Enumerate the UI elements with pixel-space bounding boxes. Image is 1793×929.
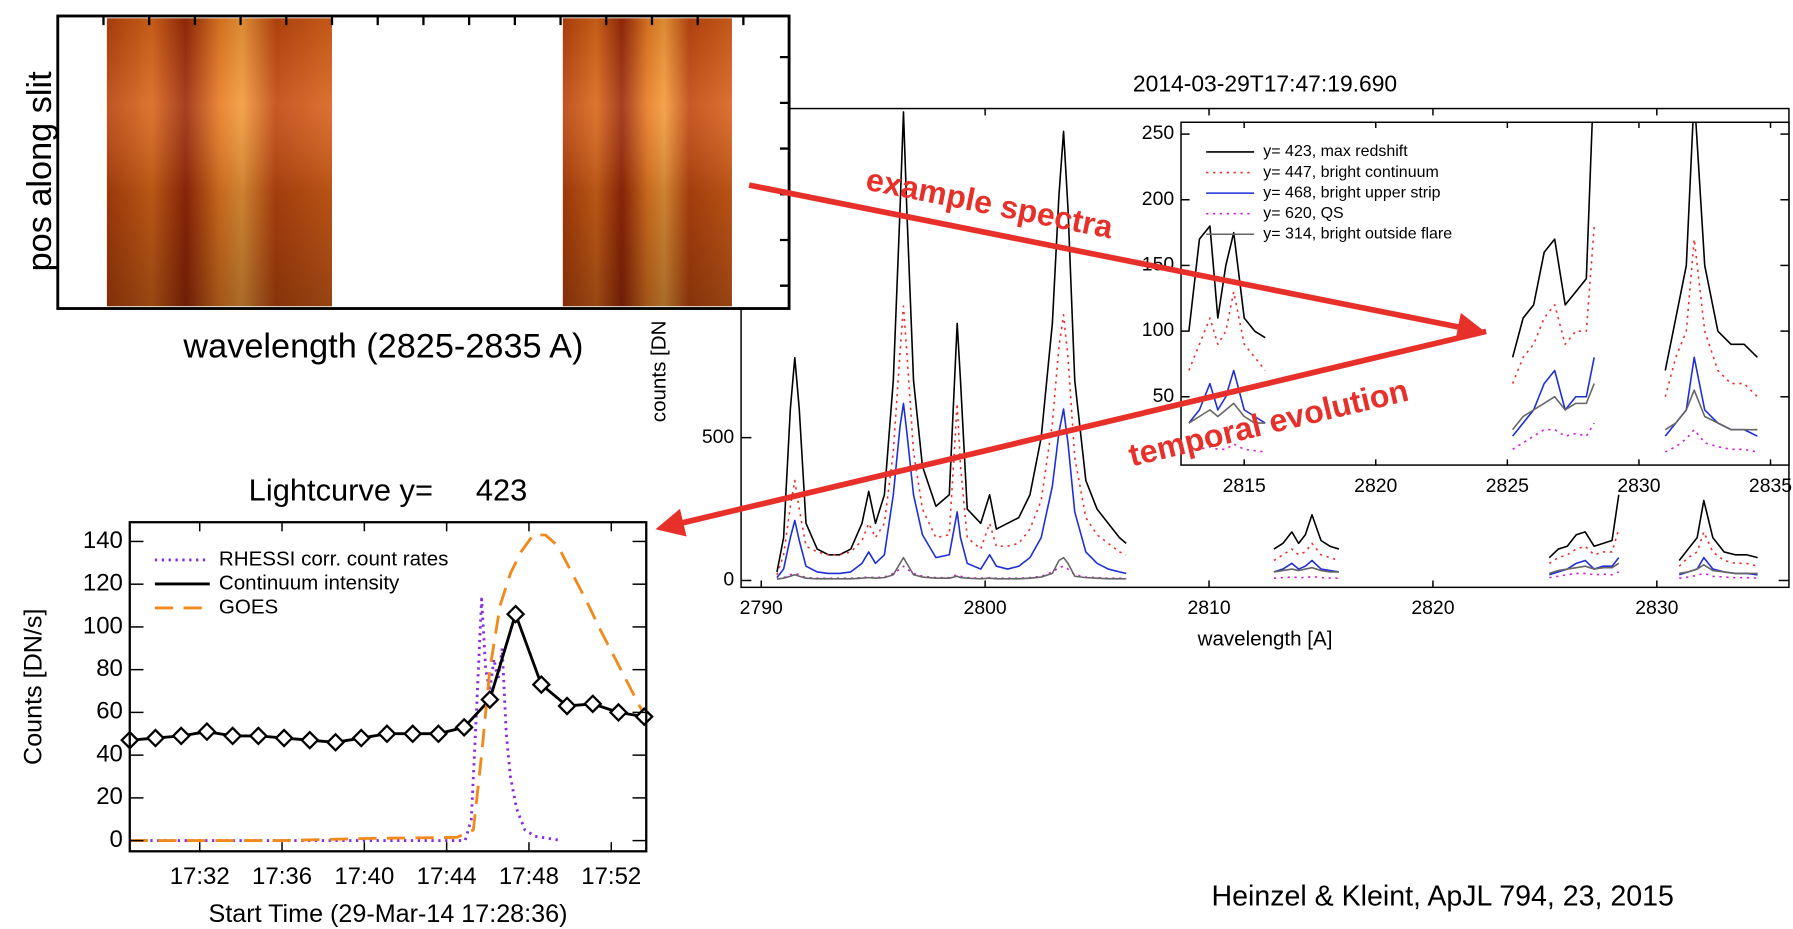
data-point — [377, 724, 397, 744]
x-axis-label: wavelength [A] — [1197, 627, 1333, 650]
x-tick-label: 17:32 — [170, 863, 230, 890]
plot-area — [129, 522, 647, 852]
x-tick-label: 17:40 — [334, 863, 394, 890]
arrow — [748, 182, 1487, 341]
data-point — [145, 728, 166, 748]
legend-label: y= 468, bright upper strip — [1263, 184, 1440, 201]
series-line — [1188, 225, 1758, 398]
y-tick-label: 60 — [96, 698, 123, 725]
x-tick-label: 2815 — [1223, 475, 1266, 497]
series-line — [129, 597, 563, 842]
spectrogram-shade — [562, 18, 732, 307]
x-tick-label: 17:52 — [581, 863, 641, 890]
x-tick-label: 2835 — [1749, 475, 1792, 497]
y-tick-label: 50 — [1153, 385, 1175, 407]
series-line — [1188, 422, 1758, 453]
plot-frame — [128, 521, 648, 853]
series-line — [776, 402, 1758, 579]
y-axis-label: Counts [DN/s] — [20, 609, 48, 765]
data-point — [583, 694, 603, 714]
series-line — [1188, 122, 1758, 371]
y-tick-label: 500 — [702, 426, 735, 448]
data-point — [197, 722, 217, 742]
chart: 17:32 17:36 17:40 17:44 17:48 17:52 0 20 40 60 80 1… — [20, 473, 654, 928]
legend-label: RHESSI corr. count rates — [219, 547, 449, 570]
data-point — [608, 702, 629, 723]
data-point — [351, 728, 371, 748]
x-tick-label: 17:44 — [417, 863, 477, 890]
data-point — [454, 717, 474, 737]
data-point — [634, 707, 654, 727]
x-tick-label: 2820 — [1411, 597, 1454, 619]
series-line — [776, 556, 1758, 580]
plot — [776, 111, 1758, 580]
y-tick-label: 140 — [83, 527, 123, 554]
data-point — [325, 732, 346, 752]
data-point — [505, 604, 526, 624]
spectrogram-xlabel: wavelength (2825-2835 A) — [182, 328, 583, 366]
data-point — [557, 696, 577, 716]
legend-label: y= 423, max redshift — [1263, 143, 1408, 160]
series-line — [129, 533, 647, 842]
plot-frame — [1180, 121, 1790, 466]
series-line — [1188, 383, 1758, 431]
x-tick-label: 2830 — [1635, 597, 1678, 619]
x-tick-label: 2800 — [964, 597, 1007, 619]
y-tick-label: 0 — [723, 569, 734, 591]
x-tick-label: 2830 — [1617, 475, 1660, 497]
legend-label: y= 314, bright outside flare — [1263, 225, 1452, 242]
chart-title: 2014-03-29T17:47:19.690 — [1133, 71, 1397, 97]
x-tick-label: 2820 — [1354, 475, 1397, 497]
y-tick-label: 200 — [1142, 188, 1175, 210]
y-tick-label: 0 — [110, 826, 123, 853]
x-tick-label: 17:36 — [252, 863, 312, 890]
chart-title: Lightcurve y= 423 — [249, 473, 528, 508]
y-tick-label: 40 — [96, 740, 123, 767]
x-tick-label: 17:48 — [499, 863, 559, 890]
x-tick-label: 2790 — [740, 597, 783, 619]
arrow — [655, 328, 1487, 537]
y-tick-label: 80 — [96, 655, 123, 682]
series-line — [776, 111, 1758, 573]
y-tick-label: 250 — [1142, 122, 1175, 144]
spectrogram: pos along slit wavelength (2825-2835 A) — [21, 14, 791, 366]
legend-label: y= 620, QS — [1263, 205, 1343, 222]
x-axis-label: Start Time (29-Mar-14 17:28:36) — [209, 900, 568, 928]
legend-label: y= 447, bright continuum — [1263, 164, 1438, 181]
data-point — [531, 674, 551, 695]
legend-label: Continuum intensity — [219, 571, 400, 594]
spectrogram-shade — [106, 18, 333, 307]
data-point — [428, 724, 449, 744]
spectrogram-ylabel: pos along slit — [21, 71, 59, 271]
data-point — [171, 726, 191, 746]
legend-label: GOES — [219, 595, 278, 618]
y-tick-label: 120 — [83, 570, 123, 597]
data-point — [248, 726, 268, 746]
x-tick-label: 2825 — [1486, 475, 1529, 497]
data-point — [480, 689, 500, 710]
citation: Heinzel & Kleint, ApJL 794, 23, 2015 — [1212, 881, 1674, 913]
y-tick-label: 100 — [83, 612, 123, 639]
y-tick-label: 20 — [96, 783, 123, 810]
data-point — [274, 728, 294, 748]
x-tick-label: 2810 — [1187, 597, 1230, 619]
data-point — [403, 724, 423, 744]
y-tick-label: 100 — [1142, 319, 1175, 341]
charts: 2790 2800 2810 2820 283005002014-03-29T17:47… — [20, 71, 1793, 928]
y-axis-label: counts [DN — [647, 321, 670, 423]
data-point — [223, 726, 243, 746]
data-point — [300, 730, 320, 750]
